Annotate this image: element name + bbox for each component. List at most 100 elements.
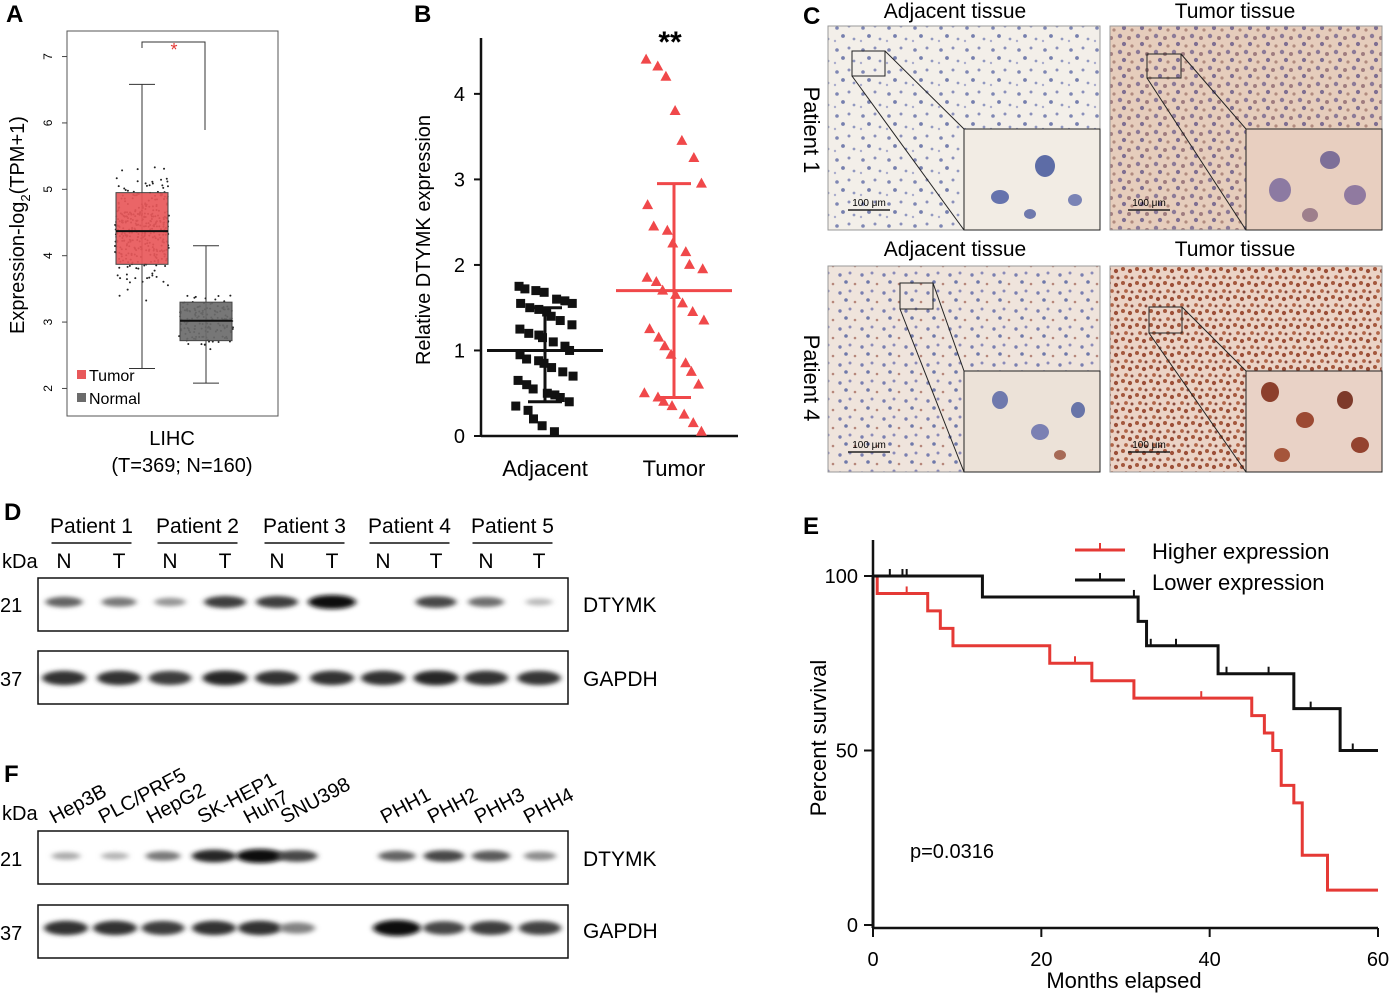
d-gapdh-band: [255, 670, 299, 686]
data-point-adjacent: [542, 388, 552, 398]
y-axis-b: 0 1 2 3 4: [454, 84, 481, 448]
jitter-point: [153, 269, 156, 272]
x-tick-tumor: Tumor: [643, 456, 706, 481]
band-label-dtymk-d: DTYMK: [583, 594, 657, 617]
data-point-adjacent: [534, 356, 544, 366]
d-gapdh-band: [413, 670, 459, 686]
y-label-prefix: Expression-log: [7, 202, 29, 334]
jitter-point: [134, 277, 137, 280]
data-point-tumor: [680, 246, 692, 257]
panel-letter-b: B: [414, 1, 431, 28]
f-dtymk-band: [378, 850, 416, 862]
d-gapdh-band: [517, 670, 561, 686]
jitter-point: [151, 272, 154, 275]
data-point-tumor: [660, 70, 672, 81]
y-tick-label-a: 4: [41, 252, 55, 259]
legend-label-lower: Lower expression: [1152, 570, 1324, 595]
f-gapdh-band: [141, 921, 185, 935]
patient-header: Patient 4: [368, 515, 451, 538]
significance-stars-b: **: [658, 26, 682, 59]
y-label-suffix: (TPM+1): [7, 116, 29, 194]
jitter-point: [119, 277, 122, 280]
data-point-tumor: [676, 297, 688, 308]
micrograph-tumor-patient-1: 100 μm: [1109, 25, 1383, 231]
data-point-tumor: [676, 134, 688, 145]
data-point-tumor: [687, 417, 699, 428]
y-axis-label-a: Expression-log2(TPM+1): [7, 116, 33, 334]
d-gapdh-band: [464, 670, 508, 686]
y-tick-label-b: 0: [454, 426, 465, 448]
data-point-adjacent: [514, 281, 524, 291]
survival-curves-e: [871, 569, 1378, 928]
d-dtymk-band: [45, 596, 83, 608]
data-point-tumor: [666, 400, 678, 411]
jitter-point: [151, 182, 154, 185]
row-label-patient-4: Patient 4: [799, 335, 824, 422]
jitter-point: [153, 166, 156, 169]
jitter-point: [166, 284, 169, 287]
data-point-adjacent: [548, 337, 558, 347]
data-point-tumor: [661, 224, 673, 235]
bands-f: [44, 849, 562, 936]
panel-b: B 0 1 2 3 4 Relative DTYMK expression Adjace…: [413, 1, 738, 481]
jitter-point: [148, 184, 151, 187]
jitter-point: [163, 167, 166, 170]
jitter-point: [118, 294, 121, 297]
f-dtymk-band: [51, 852, 81, 860]
data-point-adjacent: [513, 375, 523, 385]
jitter-point: [151, 180, 154, 183]
data-point-tumor: [698, 314, 710, 325]
x-tick-label-e: 0: [867, 949, 878, 971]
survival-curve-lower: [873, 574, 1378, 752]
f-dtymk-band: [523, 851, 557, 861]
mean-sd-bars-b: [487, 182, 732, 404]
legend-label-tumor: Tumor: [89, 368, 135, 385]
jitter-point: [118, 266, 121, 269]
f-gapdh-band: [373, 920, 421, 936]
data-point-adjacent: [538, 333, 548, 343]
d-gapdh-band: [42, 670, 86, 686]
y-tick-label-a: 2: [41, 385, 55, 392]
patient-header: Patient 1: [50, 515, 133, 538]
jitter-point: [187, 342, 190, 345]
f-gapdh-band: [518, 921, 562, 935]
data-point-adjacent: [546, 311, 556, 321]
x-sub-label-a: (T=369; N=160): [111, 455, 252, 477]
legend-label-higher: Higher expression: [1152, 539, 1329, 564]
lane-label: N: [56, 550, 71, 573]
data-point-adjacent: [534, 304, 544, 314]
data-point-adjacent: [558, 367, 568, 377]
data-point-tumor: [687, 305, 699, 316]
jitter-point: [151, 274, 154, 277]
data-point-tumor: [653, 331, 665, 342]
lane-label: T: [219, 550, 232, 573]
x-tick-label-e: 20: [1030, 949, 1052, 971]
jitter-point: [125, 278, 128, 281]
survival-curve-higher: [873, 574, 1378, 892]
data-point-tumor: [658, 395, 670, 406]
cell-line-label: PHH3: [471, 784, 528, 828]
data-point-adjacent: [511, 401, 521, 411]
jitter-point: [161, 184, 164, 187]
data-point-tumor: [640, 53, 652, 64]
data-point-tumor: [638, 387, 650, 398]
d-gapdh-band: [202, 670, 248, 686]
jitter-point: [128, 281, 131, 284]
f-gapdh-band: [192, 920, 236, 936]
jitter-point: [148, 276, 151, 279]
data-point-adjacent: [547, 363, 557, 373]
jitter-point: [208, 340, 211, 343]
panel-letter-d: D: [4, 499, 21, 526]
data-point-tumor: [644, 323, 656, 334]
y-tick-label-b: 1: [454, 340, 465, 362]
d-gapdh-band: [361, 670, 405, 686]
col-label-tumor-1: Tumor tissue: [1175, 0, 1296, 23]
data-point-adjacent: [564, 397, 574, 407]
y-tick-label-a: 7: [41, 53, 55, 60]
scatter-points-b: [511, 53, 710, 437]
jitter-point: [145, 299, 148, 302]
jitter-point: [135, 267, 138, 270]
f-dtymk-band: [423, 850, 465, 862]
jitter-point: [166, 185, 169, 188]
